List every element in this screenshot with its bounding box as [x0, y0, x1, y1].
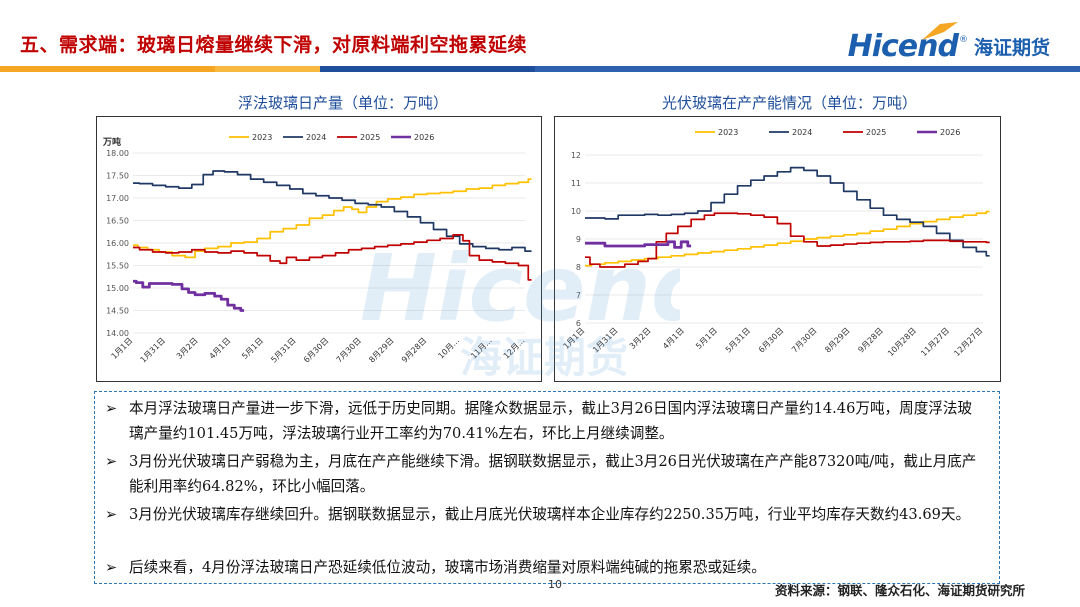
left-chart-title: 浮法玻璃日产量（单位：万吨）: [238, 94, 449, 112]
x-tick-label: 5月1日: [240, 336, 265, 361]
x-tick-label: 12月...: [502, 336, 527, 361]
x-tick-label: 9月28日: [856, 326, 884, 354]
legend-label: 2026: [940, 128, 960, 137]
registered-mark: ®: [958, 35, 968, 45]
float-glass-chart: 万吨 18.00 17.50 17.00 16.50 16.00 15.50 15.00 14.…: [96, 116, 542, 382]
series-line-2023: [585, 210, 990, 267]
y-tick-label: 6: [576, 319, 581, 328]
series-line-2023: [133, 178, 532, 259]
legend-label: 2025: [866, 128, 886, 137]
legend-label: 2025: [360, 133, 380, 142]
analysis-notes: ➢ 本月浮法玻璃日产量进一步下滑，远低于历史同期。据隆众数据显示，截止3月26日…: [94, 391, 1000, 584]
y-unit-label: 万吨: [102, 136, 121, 148]
y-tick-label: 9: [576, 235, 581, 244]
bullet-arrow-icon: ➢: [105, 453, 118, 470]
bullet-arrow-icon: ➢: [105, 559, 118, 576]
legend-label: 2023: [718, 128, 738, 137]
bullet-arrow-icon: ➢: [105, 506, 118, 523]
x-tick-label: 1月1日: [110, 336, 135, 361]
y-tick-label: 10: [571, 207, 581, 216]
logo-cn: 海证期货: [973, 36, 1050, 59]
legend-label: 2023: [252, 133, 272, 142]
x-tick-label: 11月...: [469, 336, 494, 361]
y-tick-label: 17.50: [106, 172, 129, 181]
series-line-2024: [133, 170, 532, 252]
x-tick-label: 5月31日: [269, 336, 297, 364]
y-tick-label: 8: [576, 263, 581, 272]
x-tick-label: 8月29日: [823, 326, 851, 354]
note-item: ➢ 3月份光伏玻璃日产弱稳为主，月底在产产能继续下滑。据钢联数据显示，截止3月2…: [105, 449, 985, 499]
brand-logo: Hicend ® 海证期货: [847, 22, 1050, 66]
x-tick-label: 10月...: [436, 336, 461, 361]
note-item: ➢ 后续来看，4月份浮法玻璃日产恐延续低位波动，玻璃市场消费缩量对原料端纯碱的拖…: [105, 555, 985, 580]
pv-glass-chart: 12 11 10 9 8 7 6 1月1日 1月31日 3月2日 4月1日 5月1日 5月31日 6月30…: [554, 116, 1001, 382]
note-text: 本月浮法玻璃日产量进一步下滑，远低于历史同期。据隆众数据显示，截止3月26日国内…: [129, 400, 973, 442]
x-tick-label: 8月29日: [367, 336, 395, 364]
legend-label: 2026: [414, 133, 434, 142]
legend-label: 2024: [306, 133, 326, 142]
y-tick-label: 17.00: [106, 194, 129, 203]
x-tick-label: 4月1日: [208, 336, 233, 361]
source-note: 资料来源：钢联、隆众石化、海证期货研究所: [775, 583, 1026, 598]
x-tick-label: 10月28日: [886, 326, 918, 358]
x-tick-label: 3月2日: [175, 336, 200, 361]
x-tick-label: 1月31日: [139, 336, 167, 364]
series-line-2025: [133, 234, 532, 281]
x-tick-label: 12月27日: [952, 326, 984, 358]
y-tick-label: 15.50: [106, 262, 129, 271]
header-band: [0, 66, 1080, 72]
x-tick-label: 5月31日: [724, 326, 752, 354]
series-line-2024: [585, 166, 990, 257]
note-text: 3月份光伏玻璃库存继续回升。据钢联数据显示，截止月底光伏玻璃样本企业库存约225…: [129, 506, 971, 523]
x-tick-label: 5月1日: [694, 326, 719, 351]
bullet-arrow-icon: ➢: [105, 400, 118, 417]
right-chart-title: 光伏玻璃在产产能情况（单位：万吨）: [662, 94, 918, 112]
y-tick-label: 16.00: [106, 239, 129, 248]
y-tick-label: 18.00: [106, 149, 129, 158]
x-tick-label: 11月27日: [919, 326, 951, 358]
logo-arrow-icon: [921, 22, 958, 40]
page-number: 10: [548, 578, 562, 591]
x-tick-label: 4月1日: [661, 326, 686, 351]
series-line-2026: [585, 240, 692, 249]
note-item: ➢ 3月份光伏玻璃库存继续回升。据钢联数据显示，截止月底光伏玻璃样本企业库存约2…: [105, 502, 985, 527]
x-tick-label: 1月1日: [562, 326, 587, 351]
y-tick-label: 14.50: [106, 307, 129, 316]
x-tick-label: 7月30日: [790, 326, 818, 354]
series-line-2026: [133, 279, 245, 312]
x-tick-label: 1月31日: [591, 326, 619, 354]
x-tick-label: 6月30日: [302, 336, 330, 364]
y-tick-label: 12: [571, 151, 581, 160]
x-tick-label: 6月30日: [757, 326, 785, 354]
y-tick-label: 7: [576, 291, 581, 300]
y-tick-label: 11: [571, 179, 581, 188]
note-item: ➢ 本月浮法玻璃日产量进一步下滑，远低于历史同期。据隆众数据显示，截止3月26日…: [105, 396, 985, 446]
y-tick-label: 16.50: [106, 217, 129, 226]
x-tick-label: 3月2日: [628, 326, 653, 351]
legend-label: 2024: [792, 128, 812, 137]
series-line-2025: [585, 212, 990, 268]
y-tick-label: 15.00: [106, 284, 129, 293]
note-text: 后续来看，4月份浮法玻璃日产恐延续低位波动，玻璃市场消费缩量对原料端纯碱的拖累恐…: [129, 559, 766, 576]
logo-text: Hicend: [847, 28, 959, 64]
note-text: 3月份光伏玻璃日产弱稳为主，月底在产产能继续下滑。据钢联数据显示，截止3月26日…: [129, 453, 977, 495]
x-tick-label: 9月28日: [400, 336, 428, 364]
x-tick-label: 7月30日: [335, 336, 363, 364]
y-tick-label: 14.00: [106, 329, 129, 338]
slide-title: 五、需求端：玻璃日熔量继续下滑，对原料端利空拖累延续: [20, 34, 528, 56]
